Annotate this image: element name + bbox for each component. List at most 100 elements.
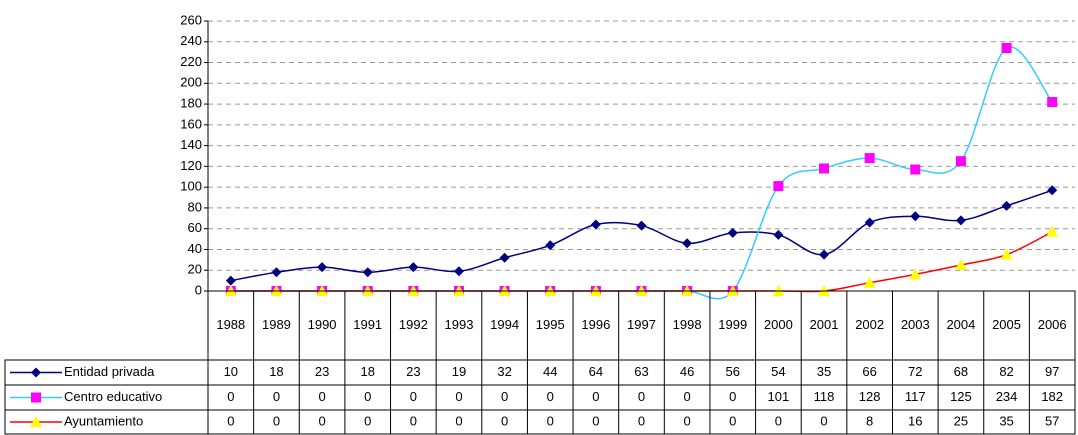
data-point <box>954 259 967 271</box>
table-value: 0 <box>273 413 280 428</box>
table-value: 0 <box>638 413 645 428</box>
legend-marker-shape <box>31 392 41 403</box>
table-value: 46 <box>680 364 694 379</box>
table-value: 8 <box>866 413 873 428</box>
x-tick-label: 1995 <box>536 317 565 332</box>
legend-marker <box>31 367 41 378</box>
data-point <box>863 276 876 288</box>
y-tick-label: 260 <box>180 12 202 27</box>
data-point <box>636 220 647 231</box>
data-point <box>773 229 784 240</box>
data-point <box>773 181 784 192</box>
y-tick-label: 140 <box>180 137 202 152</box>
x-tick-label: 2000 <box>764 317 793 332</box>
table-value: 72 <box>908 364 922 379</box>
data-point <box>362 267 373 278</box>
table-value: 0 <box>547 389 554 404</box>
data-point <box>955 156 966 167</box>
table-value: 32 <box>497 364 511 379</box>
table-value: 0 <box>501 413 508 428</box>
legend-marker <box>31 392 41 403</box>
data-point <box>864 153 875 164</box>
x-tick-label: 1997 <box>627 317 656 332</box>
legend-marker-shape <box>30 416 42 427</box>
data-point <box>910 164 921 175</box>
table-value: 0 <box>547 413 554 428</box>
table-value: 125 <box>950 389 972 404</box>
table-value: 0 <box>410 389 417 404</box>
x-tick-label: 1996 <box>581 317 610 332</box>
table-value: 18 <box>269 364 283 379</box>
data-point <box>1047 185 1058 196</box>
table-value: 117 <box>905 389 926 404</box>
y-tick-label: 20 <box>188 262 202 277</box>
table-value: 0 <box>227 389 234 404</box>
table-value: 118 <box>814 389 835 404</box>
table-value: 0 <box>364 389 371 404</box>
data-point <box>225 275 236 286</box>
data-point <box>910 211 921 222</box>
data-point <box>909 268 922 280</box>
x-tick-label: 2003 <box>901 317 930 332</box>
legend-marker-shape <box>31 367 41 378</box>
table-value: 0 <box>318 389 325 404</box>
table-value: 0 <box>729 413 736 428</box>
y-tick-label: 180 <box>180 96 202 111</box>
y-tick-label: 220 <box>180 54 202 69</box>
table-value: 64 <box>589 364 603 379</box>
table-value: 0 <box>592 413 599 428</box>
y-tick-label: 120 <box>180 158 202 173</box>
data-point <box>682 238 693 249</box>
table-value: 128 <box>859 389 881 404</box>
data-point <box>545 240 556 251</box>
data-point <box>1001 43 1012 53</box>
data-point <box>955 215 966 226</box>
table-value: 0 <box>318 413 325 428</box>
data-point <box>727 227 738 238</box>
table-value: 18 <box>360 364 374 379</box>
table-value: 82 <box>999 364 1013 379</box>
y-tick-label: 240 <box>180 33 202 48</box>
x-tick-label: 1991 <box>353 317 382 332</box>
table-value: 101 <box>768 389 790 404</box>
data-point <box>317 262 328 273</box>
y-tick-label: 40 <box>188 241 202 256</box>
table-value: 23 <box>406 364 420 379</box>
table-value: 0 <box>364 413 371 428</box>
x-tick-label: 2006 <box>1038 317 1067 332</box>
table-value: 0 <box>820 413 827 428</box>
data-point <box>271 267 282 278</box>
table-value: 0 <box>273 389 280 404</box>
data-point <box>408 262 419 273</box>
data-point <box>1046 225 1059 237</box>
data-point <box>1000 248 1013 260</box>
table-value: 66 <box>862 364 876 379</box>
table-value: 0 <box>227 413 234 428</box>
legend-entry: Entidad privada <box>10 364 155 379</box>
x-tick-label: 1993 <box>445 317 474 332</box>
x-tick-label: 1990 <box>308 317 337 332</box>
table-value: 35 <box>817 364 831 379</box>
table-value: 182 <box>1041 389 1063 404</box>
table-value: 0 <box>455 413 462 428</box>
table-value: 54 <box>771 364 785 379</box>
table-value: 0 <box>684 389 691 404</box>
table-value: 0 <box>592 389 599 404</box>
data-point <box>499 252 510 263</box>
y-tick-label: 0 <box>195 282 202 297</box>
table-value: 97 <box>1045 364 1059 379</box>
x-tick-label: 2001 <box>810 317 839 332</box>
table-value: 0 <box>410 413 417 428</box>
x-tick-label: 2002 <box>855 317 884 332</box>
legend-label: Ayuntamiento <box>64 413 143 428</box>
table-value: 57 <box>1045 413 1059 428</box>
x-tick-label: 1999 <box>718 317 747 332</box>
y-tick-label: 160 <box>180 116 202 131</box>
x-tick-label: 1989 <box>262 317 291 332</box>
data-point <box>590 219 601 230</box>
table-value: 23 <box>315 364 329 379</box>
table-value: 25 <box>954 413 968 428</box>
y-tick-label: 60 <box>188 220 202 235</box>
x-tick-label: 2005 <box>992 317 1021 332</box>
